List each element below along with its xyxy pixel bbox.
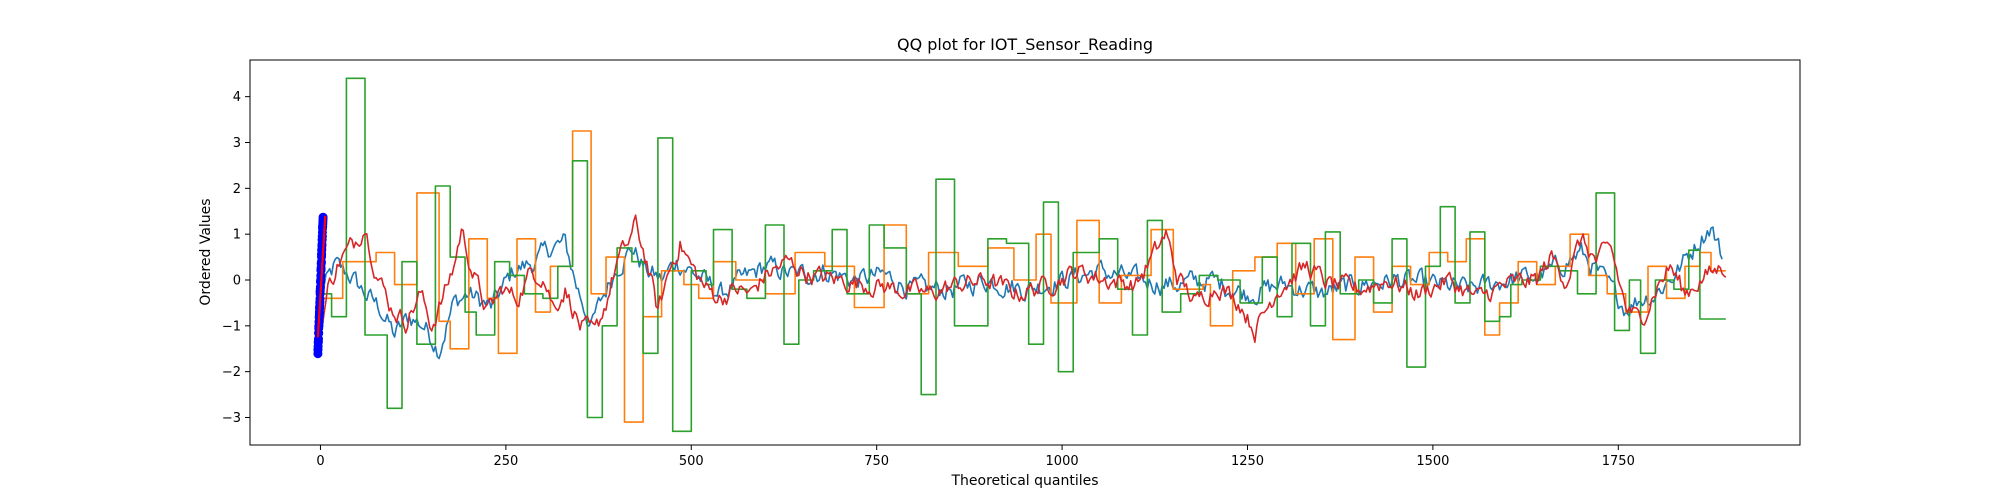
x-tick-label: 750 [864,454,889,469]
x-tick-label: 1750 [1602,454,1635,469]
scatter-layer [313,212,328,359]
x-tick-label: 1500 [1416,454,1449,469]
x-tick-label: 1000 [1046,454,1079,469]
x-tick-label: 0 [316,454,324,469]
y-tick-label: −1 [222,319,241,334]
y-tick-label: 0 [233,274,241,289]
series-line [320,77,1726,433]
x-tick-label: 250 [493,454,518,469]
series-line [320,130,1726,423]
y-tick-label: −3 [222,411,241,426]
qq-reference-line [316,215,327,338]
series-line [319,214,1727,343]
y-axis-label: Ordered Values [198,198,214,305]
y-tick-label: 3 [233,136,241,151]
x-axis: 0 250 500 750 1000 1250 1500 1750 [316,445,1635,469]
x-tick-label: 500 [679,454,704,469]
x-tick-label: 1250 [1231,454,1264,469]
x-axis-label: Theoretical quantiles [950,473,1098,489]
y-tick-label: 1 [233,228,241,243]
plot-frame [249,59,1801,446]
y-tick-label: −2 [222,365,241,380]
y-tick-label: 4 [233,90,241,105]
series-layer [319,77,1727,433]
y-axis: −3 −2 −1 0 1 2 3 4 [222,90,250,426]
chart-title: QQ plot for IOT_Sensor_Reading [897,35,1153,55]
y-tick-label: 2 [233,182,241,197]
series-line [320,226,1723,360]
